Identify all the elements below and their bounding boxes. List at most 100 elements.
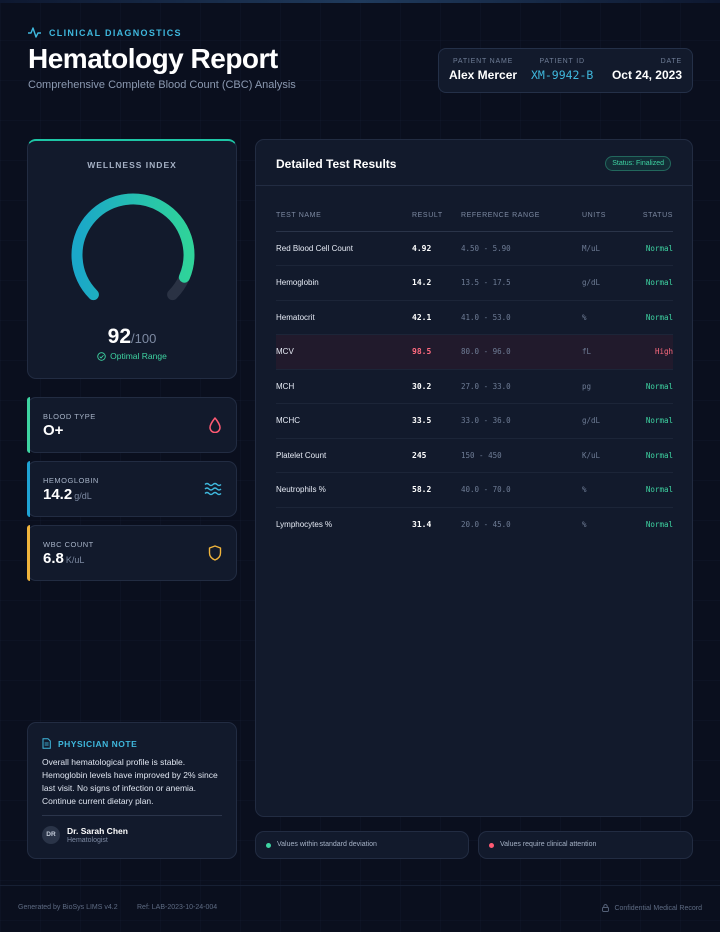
reference-range-cell: 41.0 - 53.0 [461,300,582,335]
check-circle-icon [97,351,106,361]
patient-name: Alex Mercer [449,68,518,82]
report-date: Oct 24, 2023 [611,68,682,82]
test-name-cell: MCH [276,369,412,404]
result-cell: 30.2 [412,369,461,404]
top-accent-line [0,0,720,3]
report-date-field: DATE Oct 24, 2023 [612,58,682,82]
doctor-name: Dr. Sarah Chen [67,826,128,836]
test-name-cell: Hemoglobin [276,265,412,301]
units-cell: % [582,472,632,508]
status-cell: High [632,334,673,370]
gauge-fill [71,193,195,301]
table-row: MCH 30.2 27.0 - 33.0 pg Normal [276,369,673,404]
units-cell: M/uL [582,231,632,266]
units-cell: K/uL [582,438,632,473]
units-cell: % [582,520,587,529]
footer-ref: Ref: LAB-2023-10-24-004 [137,904,218,911]
metric-value: O+ [43,422,63,439]
physician-note-title: PHYSICIAN NOTE [58,738,138,749]
metric-label: WBC COUNT [43,540,94,549]
table-row: Platelet Count 245 150 - 450 K/uL Normal [276,438,673,473]
test-name-cell: MCV [276,334,412,370]
patient-id-label: PATIENT ID [539,58,585,65]
legend-text: Values within standard deviation [277,841,377,848]
results-table: TEST NAME RESULT REFERENCE RANGE UNITS S… [276,200,673,542]
status-cell: Normal [632,472,673,508]
test-name-cell: Platelet Count [276,438,412,473]
status-badge: Status: Finalized [605,156,671,171]
metric-value-number: 6.8 [43,550,64,567]
test-name-cell: Lymphocytes % [276,520,333,529]
result-cell: 245 [412,438,461,473]
metric-unit: K/uL [65,555,85,565]
patient-name-label: PATIENT NAME [452,58,514,65]
patient-id: XM-9942-B [531,68,594,82]
document-icon [42,738,51,749]
metric-label: HEMOGLOBIN [43,476,99,485]
status-cell: Normal [632,403,673,439]
table-row: Lymphocytes % 31.4 20.0 - 45.0% Normal [276,507,673,542]
legend-dot-green [266,843,271,848]
page-subtitle: Comprehensive Complete Blood Count (CBC)… [28,79,296,91]
legend-text: Values require clinical attention [500,841,597,848]
kicker-text: CLINICAL DIAGNOSTICS [49,27,182,38]
wellness-score-max: /100 [131,331,157,346]
avatar: DR [42,826,60,844]
result-cell: 98.5 [412,334,461,370]
drop-icon [209,417,221,433]
column-header: STATUS [632,200,673,232]
wellness-status: Optimal Range [28,351,236,361]
test-name-cell: Neutrophils % [276,472,412,508]
wellness-label: WELLNESS INDEX [87,160,177,170]
wellness-score: 92/100 [28,325,236,349]
waves-icon [204,482,222,496]
pulse-icon [28,27,41,38]
column-header: UNITS [582,200,632,232]
doctor-role: Hematologist [67,837,108,844]
patient-id-field: PATIENT ID XM-9942-B [531,58,593,82]
status-cell: Normal [632,300,673,335]
status-cell: Normal [645,520,673,529]
units-cell: % [582,300,632,335]
metric-unit: g/dL [74,491,92,501]
wellness-index-card: WELLNESS INDEX 92/100 Optimal Range [27,139,237,379]
units-cell: g/dL [582,265,632,301]
column-header: REFERENCE RANGE [461,200,582,232]
test-name-cell: Red Blood Cell Count [276,231,412,266]
wellness-gauge [71,193,195,301]
reference-range-cell: 40.0 - 70.0 [461,472,582,508]
results-header-divider [256,185,692,186]
status-cell: Normal [632,438,673,473]
report-date-label: DATE [660,58,682,65]
results-title: Detailed Test Results [276,157,397,171]
footer-generated: Generated by BioSys LIMS v4.2 [18,904,118,911]
reference-range-cell: 13.5 - 17.5 [461,265,582,301]
reference-range-cell: 27.0 - 33.0 [461,369,582,404]
metric-value-number: O+ [43,422,64,439]
units-cell: pg [582,369,632,404]
footer-confidential: Confidential Medical Record [602,904,702,912]
footer-divider [0,885,720,886]
table-row: Red Blood Cell Count 4.92 4.50 - 5.90 M/uL N… [276,231,673,266]
metric-value: 6.8 K/uL [43,550,84,567]
status-cell: Normal [632,369,673,404]
shield-icon [208,545,222,561]
result-cell: 58.2 [412,472,461,508]
status-cell: Normal [632,231,673,266]
metric-card-wbc: WBC COUNT 6.8 K/uL [27,525,237,581]
results-card: Detailed Test Results Status: Finalized … [255,139,693,817]
physician-note-text: Overall hematological profile is stable.… [42,757,218,806]
reference-range-cell: 4.50 - 5.90 [461,231,582,266]
report-kicker: CLINICAL DIAGNOSTICS [28,27,182,38]
column-header: TEST NAME [276,200,412,232]
table-row: MCHC 33.5 33.0 - 36.0 g/dL Normal [276,403,673,439]
legend-attention: Values require clinical attention [478,831,693,859]
metric-value-number: 14.2 [43,486,73,503]
wellness-score-value: 92 [107,325,132,348]
metric-accent [27,461,30,517]
table-row: MCV 98.5 80.0 - 96.0 fL High [276,334,673,370]
footer-confidential-text: Confidential Medical Record [614,904,702,912]
patient-info-box: PATIENT NAME Alex Mercer PATIENT ID XM-9… [438,48,693,93]
reference-range-cell: 20.0 - 45.0 [461,520,511,529]
units-cell: fL [582,334,632,370]
